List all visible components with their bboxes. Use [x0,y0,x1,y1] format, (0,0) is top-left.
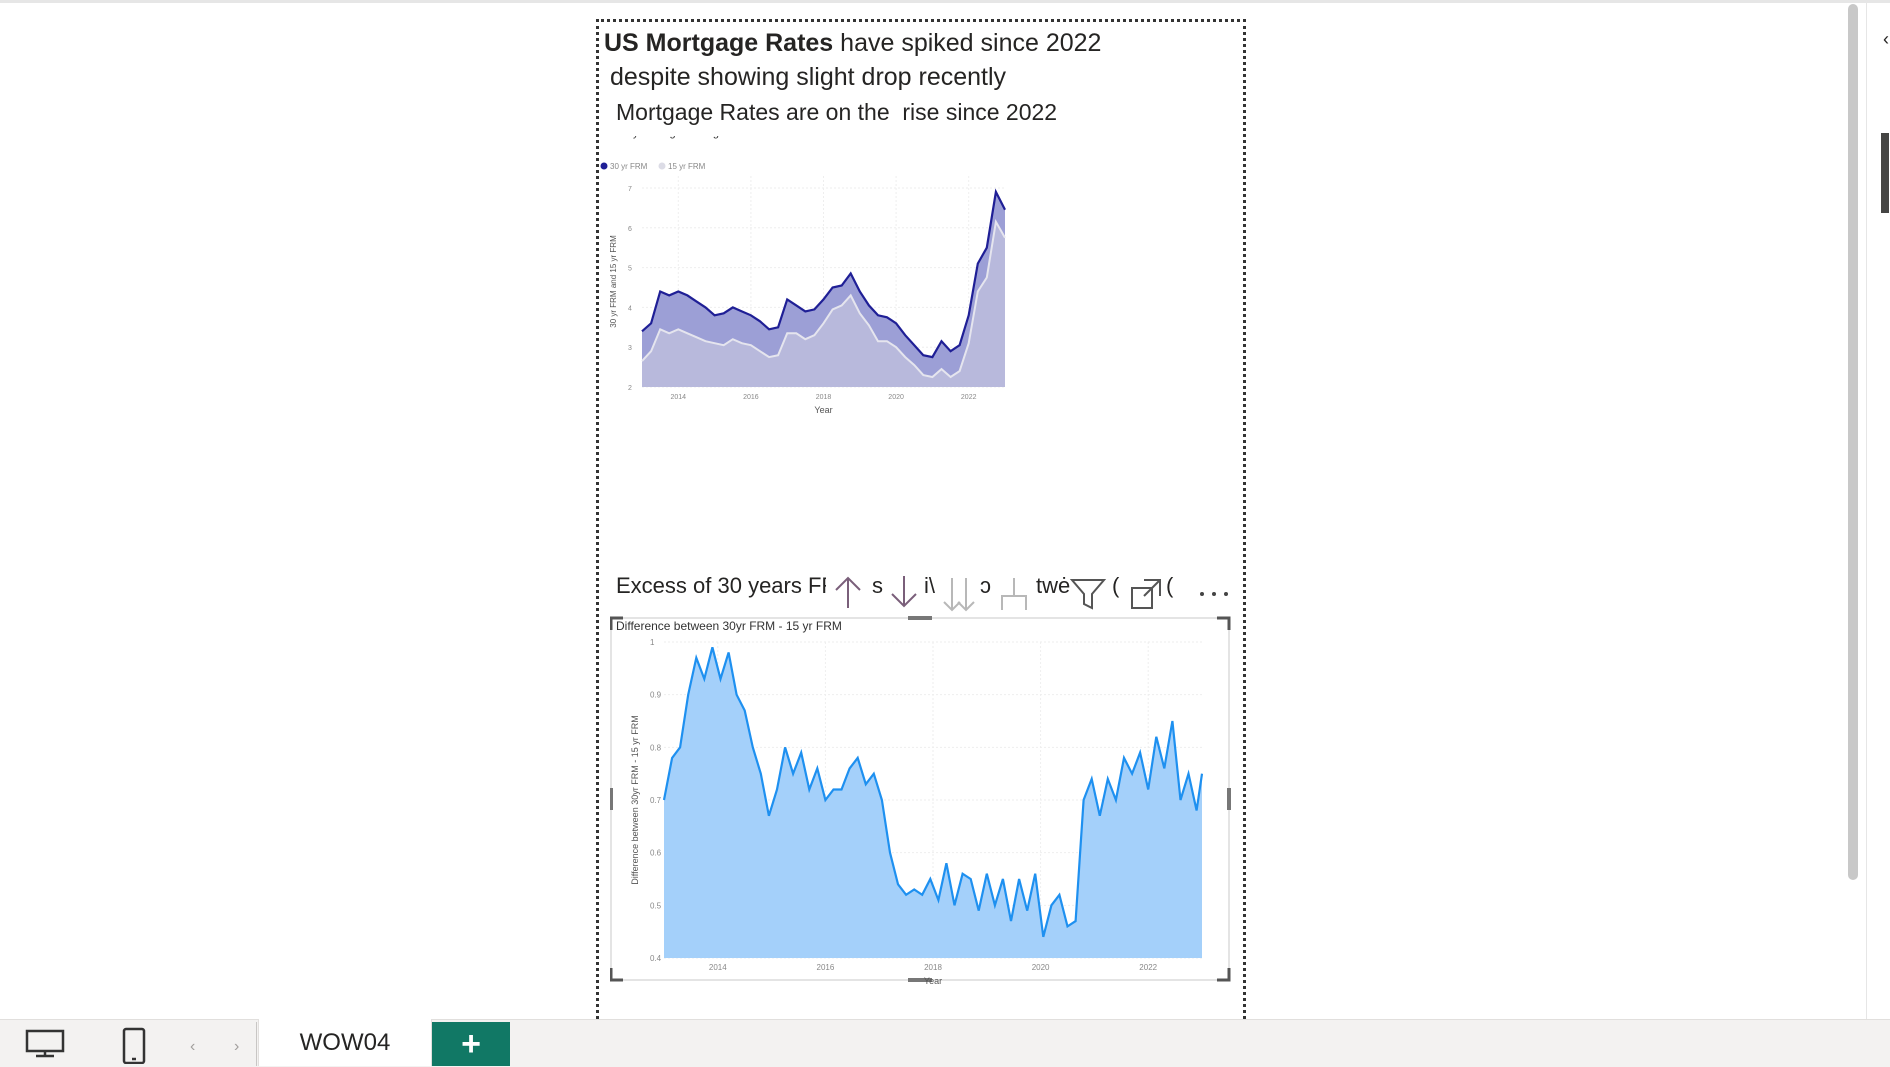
mortgage-rates-chart[interactable]: Monthly Average Mortage Rates 30 yr FRM … [600,136,1030,426]
chart1-y-ticks: 2 3 4 5 6 7 [628,186,632,392]
y-tick-label: 2 [628,385,632,392]
chart2-y-axis-label: Difference between 30yr FRM - 15 yr FRM [630,715,640,884]
headline-line-2: despite showing slight drop recently [610,63,1007,91]
top-border [0,0,1890,3]
right-pane-collapsed[interactable]: ‹ [1866,3,1890,1019]
resize-handle-left[interactable] [610,788,613,810]
subtitle2-fragment-2: i\ [924,573,935,598]
subtitle2-fragment-6: ( [1166,573,1174,598]
focus-mode-icon[interactable] [1131,579,1161,609]
expand-hierarchy-icon[interactable] [1001,578,1027,610]
y-tick-label: 7 [628,186,632,193]
subtitle2-fragment-4: twė [1036,573,1071,598]
legend-15yr-marker [658,162,666,170]
y-tick-label: 1 [650,638,655,647]
more-options-icon[interactable] [1200,592,1228,596]
x-tick-label: 2014 [671,394,687,401]
x-tick-label: 2014 [709,963,727,972]
visual-header-toolbar [835,576,1228,612]
filter-icon[interactable] [1069,579,1107,610]
area-15yr-frm [642,221,1005,387]
next-page-icon[interactable]: › [234,1038,240,1055]
subtitle2-fragment-5: ( [1112,573,1120,598]
y-tick-label: 3 [628,345,632,352]
chart2-y-ticks: 0.4 0.5 0.6 0.7 0.8 0.9 1 [650,638,662,963]
y-tick-label: 6 [628,226,632,233]
resize-handle-bottom[interactable] [908,978,932,982]
y-tick-label: 4 [628,305,632,312]
pane-label-vertical [1881,133,1889,213]
chart1-y-axis-label: 30 yr FRM and 15 yr FRM [609,235,618,328]
chart2-title: Difference between 30yr FRM - 15 yr FRM [616,619,842,633]
headline-rest: have spiked since 2022 [833,29,1102,57]
x-tick-label: 2018 [924,963,942,972]
chart2-x-ticks: 2014 2016 2018 2020 2022 [709,963,1158,972]
page-tab-wow04[interactable]: WOW04 [258,1019,432,1066]
chart1-title: Monthly Average Mortage Rates [600,136,757,139]
line-15yr-frm [641,218,1006,379]
x-tick-label: 2020 [888,394,904,401]
x-tick-label: 2016 [743,394,759,401]
y-tick-label: 0.4 [650,954,662,963]
area-difference [664,647,1202,958]
y-tick-label: 0.5 [650,901,662,910]
x-tick-label: 2018 [816,394,832,401]
difference-chart[interactable]: Difference between 30yr FRM - 15 yr FRM … [610,614,1232,984]
legend-30yr-marker [600,162,608,170]
mobile-layout-icon[interactable] [120,1026,148,1064]
resize-handle-right[interactable] [1227,788,1231,810]
headline-textbox[interactable]: US Mortgage Rates have spiked since 2022… [604,26,1244,94]
subtitle2-fragment-3: ɔ [980,573,991,598]
arrow-up-icon[interactable] [835,576,861,608]
subtitle2-fragment-1: s [872,573,883,598]
tab-separator [256,1022,257,1066]
line-difference [662,647,1204,938]
chart2-x-axis-label: Year [924,976,942,984]
y-tick-label: 5 [628,266,632,273]
resize-handles[interactable] [610,616,1231,982]
chart2-subtitle: Excess of 30 years FRM [616,573,826,598]
y-tick-label: 0.8 [650,743,662,752]
chevron-left-icon[interactable]: ‹ [1883,29,1889,49]
double-arrow-down-icon[interactable] [943,578,975,612]
line-30yr-frm [641,188,1006,359]
headline-line-1: US Mortgage Rates have spiked since 2022 [604,26,1244,60]
chart1-subtitle: Mortgage Rates are on the rise since 202… [616,99,1058,125]
legend-15yr-label: 15 yr FRM [668,162,706,171]
chart1-x-ticks: 2014 2016 2018 2020 2022 [671,394,977,401]
x-tick-label: 2022 [961,394,977,401]
headline-bold: US Mortgage Rates [604,29,834,57]
y-tick-label: 0.6 [650,849,662,858]
y-tick-label: 0.7 [650,796,662,805]
x-tick-label: 2022 [1139,963,1157,972]
scrollbar-thumb[interactable] [1848,4,1858,880]
y-tick-label: 0.9 [650,691,662,700]
chart1-x-axis-label: Year [814,405,832,415]
arrow-down-icon[interactable] [891,576,917,608]
legend-30yr-label: 30 yr FRM [610,162,648,171]
resize-handle-top[interactable] [908,616,932,620]
x-tick-label: 2016 [817,963,835,972]
add-page-button[interactable]: + [432,1022,510,1066]
desktop-layout-icon[interactable] [24,1028,66,1058]
prev-page-icon[interactable]: ‹ [190,1038,196,1055]
x-tick-label: 2020 [1032,963,1050,972]
